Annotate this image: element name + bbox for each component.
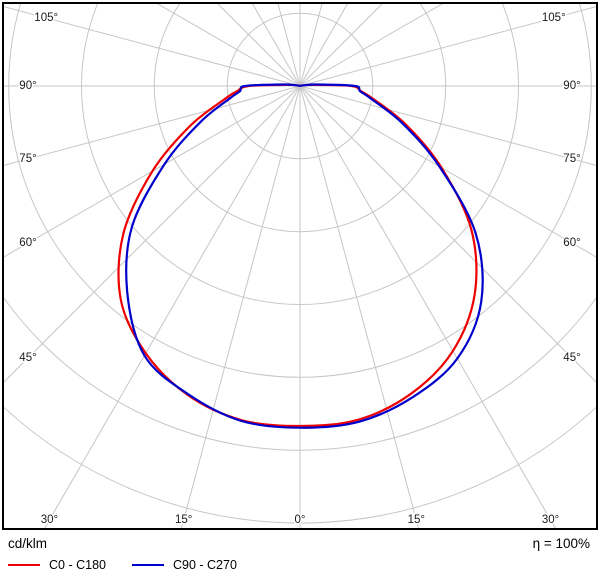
grid-ray <box>299 4 444 87</box>
angle-label: 105° <box>542 12 566 24</box>
angle-label: 15° <box>175 514 192 526</box>
legend-label-c90-c270: C90 - C270 <box>172 558 237 572</box>
angle-label: 60° <box>19 237 36 249</box>
angle-label: 30° <box>542 514 559 526</box>
chart-footer: cd/klm η = 100% C0 - C180 C90 - C270 <box>0 532 600 588</box>
angle-label: 45° <box>19 352 36 364</box>
legend-item-c0-c180: C0 - C180 <box>8 558 106 572</box>
intensity-curves <box>117 83 484 429</box>
legend-item-c90-c270: C90 - C270 <box>131 558 237 572</box>
grid-ray <box>4 85 301 166</box>
grid-ray <box>299 6 596 87</box>
angle-label: 30° <box>41 514 58 526</box>
efficiency-value: η = 100% <box>532 536 590 551</box>
angle-label: 90° <box>19 80 36 92</box>
grid-ray <box>299 85 419 528</box>
grid-ray <box>4 85 301 258</box>
grid-ray <box>4 6 301 87</box>
angle-label: 45° <box>563 352 580 364</box>
grid-ray <box>299 85 596 258</box>
angle-label: 105° <box>34 12 58 24</box>
polar-chart-canvas: 0° 15° 15° 30° 30° 45° 45° 60° 60° 75° 75° 90° 90° 10… <box>2 2 598 530</box>
angle-label: 60° <box>563 237 580 249</box>
units-label: cd/klm <box>8 536 48 551</box>
angle-label: 90° <box>563 80 580 92</box>
grid-ray <box>181 85 301 528</box>
legend-label-c0-c180: C0 - C180 <box>49 558 106 572</box>
grid-ray <box>4 85 301 383</box>
grid-ray <box>299 85 596 166</box>
polar-grid <box>4 4 596 528</box>
grid-ray <box>299 85 556 528</box>
grid-ray <box>156 4 301 87</box>
angle-labels: 0° 15° 15° 30° 30° 45° 45° 60° 60° 75° 75° 90° 90° 10… <box>18 11 582 528</box>
curve-c90-c270 <box>125 83 484 429</box>
legend-line-blue <box>131 564 164 566</box>
grid-ray <box>299 85 596 383</box>
angle-label: 0° <box>295 514 306 526</box>
angle-label: 15° <box>408 514 425 526</box>
angle-label: 75° <box>563 153 580 165</box>
footer-top-row: cd/klm η = 100% <box>8 536 590 551</box>
legend: C0 - C180 C90 - C270 <box>8 558 590 572</box>
plot-border <box>2 2 598 530</box>
angle-label: 75° <box>19 153 36 165</box>
legend-line-red <box>8 564 40 566</box>
grid-ray <box>44 85 301 528</box>
